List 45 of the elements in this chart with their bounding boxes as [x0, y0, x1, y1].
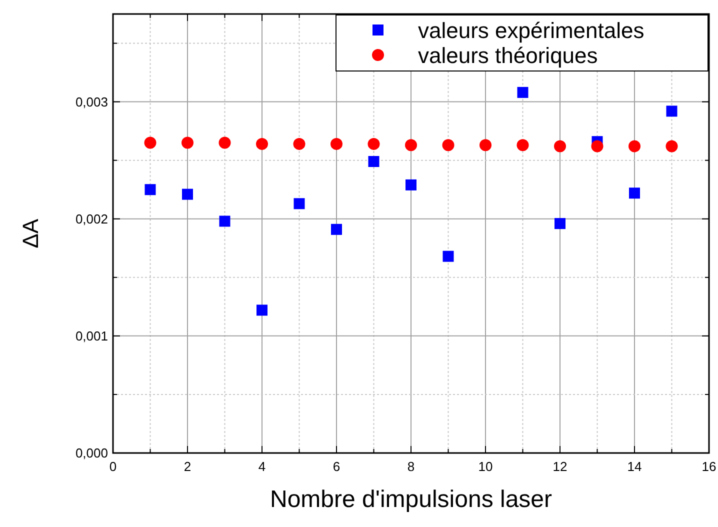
point	[480, 139, 492, 152]
x-tick-label: 16	[702, 459, 716, 474]
x-tick-label: 12	[552, 459, 568, 474]
point	[629, 188, 640, 199]
x-tick-label: 4	[258, 459, 266, 474]
y-axis-title: ΔA	[18, 218, 43, 248]
point	[405, 139, 417, 152]
point	[516, 139, 529, 152]
x-tick-label: 14	[627, 459, 642, 474]
point	[331, 224, 342, 235]
point	[256, 138, 268, 150]
y-tick-label: 0,002	[75, 211, 108, 226]
point	[517, 86, 528, 98]
y-tick-label: 0,000	[75, 446, 108, 460]
point	[666, 140, 678, 152]
point	[144, 184, 156, 196]
point	[554, 140, 566, 152]
point	[666, 106, 678, 117]
point	[219, 216, 230, 227]
point	[406, 179, 416, 190]
point	[554, 218, 566, 230]
point	[293, 138, 306, 150]
x-tick-label: 0	[109, 459, 117, 474]
point	[368, 156, 380, 168]
point	[442, 250, 454, 262]
x-tick-label: 6	[332, 459, 340, 474]
x-axis-title: Nombre d'impulsions laser	[270, 486, 552, 513]
point	[368, 138, 380, 150]
x-tick-label: 10	[478, 459, 493, 474]
point	[628, 140, 640, 152]
y-tick-label: 0,001	[75, 328, 108, 344]
x-tick-label: 2	[184, 459, 192, 474]
legend-label: valeurs expérimentales	[418, 18, 644, 43]
point	[591, 140, 604, 152]
point	[218, 136, 231, 149]
point	[182, 136, 194, 149]
x-tick-label: 8	[407, 459, 415, 474]
point	[256, 304, 268, 316]
point	[144, 136, 156, 149]
y-tick-label: 0,003	[75, 94, 108, 110]
legend-label: valeurs théoriques	[418, 43, 598, 68]
point	[182, 188, 193, 200]
point	[294, 198, 305, 210]
point	[330, 138, 342, 150]
point	[442, 139, 454, 152]
